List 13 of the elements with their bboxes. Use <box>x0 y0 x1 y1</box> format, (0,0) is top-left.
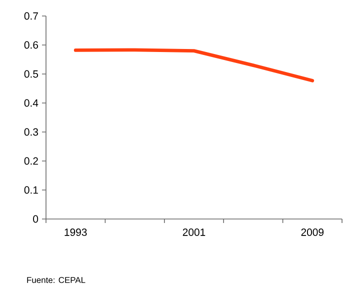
y-tick-label: 0.2 <box>24 157 38 165</box>
y-tick-label: 0.5 <box>24 70 38 78</box>
source-note: Fuente: CEPAL <box>27 277 86 283</box>
y-tick-label: 0.4 <box>24 99 38 107</box>
y-tick-label: 0.1 <box>24 186 38 194</box>
x-tick-label: 2001 <box>182 228 206 236</box>
x-tick-label: 1993 <box>64 228 87 236</box>
y-tick-label: 0.7 <box>24 12 38 20</box>
x-tick-label: 2009 <box>301 228 324 236</box>
y-tick-label: 0.3 <box>24 128 38 136</box>
y-tick-label: 0.6 <box>24 41 38 49</box>
line-series <box>74 48 314 82</box>
y-tick-label: 0 <box>33 215 38 223</box>
